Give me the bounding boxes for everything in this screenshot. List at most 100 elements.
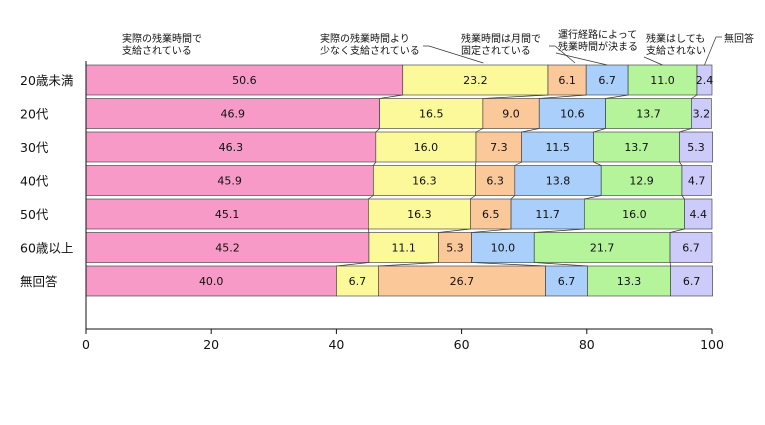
bar-segment-c3-s2 [475, 165, 516, 196]
data-label-c3-s5: 4.7 [688, 175, 706, 188]
bar-segment-c5-s0 [85, 232, 370, 263]
connector-line-c5-b1 [336, 262, 369, 267]
data-label-c2-s4: 13.7 [624, 141, 649, 154]
bar-segment-c2-s1 [375, 131, 477, 163]
legend: 実際の残業時間で支給されている 実際の残業時間より少なく支給されている 残業時間は月… [122, 28, 754, 66]
connector-line-c5-b3 [471, 262, 546, 267]
connector-line-c0-b2 [482, 94, 549, 99]
data-label-c4-s0: 45.1 [215, 208, 240, 221]
data-label-c4-s3: 11.7 [535, 208, 560, 221]
connector-line-c5-b5 [669, 262, 672, 267]
data-label-c3-s3: 13.8 [546, 175, 571, 188]
data-label-c6-s5: 6.7 [683, 275, 701, 288]
connector-line-c0-b3 [539, 94, 587, 99]
x-tick-label-1: 20 [203, 337, 219, 352]
bar-segment-c4-s0 [85, 198, 369, 230]
bar-segment-c5-s4 [533, 232, 671, 263]
data-label-c4-s4: 16.0 [622, 208, 647, 221]
data-label-c6-s3: 6.7 [558, 275, 576, 288]
connector-line-c5-b2 [378, 262, 439, 267]
connector-line-c2-b1 [373, 161, 377, 166]
bar-segment-c5-s3 [471, 232, 535, 263]
bar-segment-c5-s2 [438, 232, 472, 263]
connector-line-c4-b4 [534, 228, 585, 233]
connector-line-c3-b1 [368, 195, 374, 200]
connector-line-c2-b3 [514, 161, 522, 166]
data-label-c2-s3: 11.5 [545, 141, 570, 154]
bar-segment-c0-s2 [547, 64, 587, 96]
connector-line-c5-b4 [534, 262, 588, 267]
data-label-c1-s1: 16.5 [419, 108, 444, 121]
category-label-1: 20代 [20, 107, 49, 122]
connector-line-c0-b5 [691, 94, 698, 99]
data-label-c6-s0: 40.0 [199, 275, 224, 288]
data-label-c2-s2: 7.3 [490, 141, 508, 154]
bar-segment-c2-s5 [679, 131, 713, 163]
connector-line-c3-b2 [470, 195, 476, 200]
data-label-c1-s5: 3.2 [693, 108, 711, 121]
connector-line-c3-b5 [681, 195, 685, 200]
bar-segment-c3-s1 [373, 165, 476, 196]
legend-leader-line-3 [555, 52, 608, 66]
connector-line-c2-b2 [475, 161, 477, 166]
bar-segment-c5-s5 [669, 232, 713, 263]
connector-line-c4-b1 [367, 228, 370, 233]
connector-line-c2-b5 [679, 161, 683, 166]
legend-label-1: 実際の残業時間より少なく支給されている [320, 32, 420, 57]
bar-segment-c6-s0 [85, 265, 337, 297]
series-connector-lines [336, 94, 698, 267]
category-label-5: 60歳以上 [20, 241, 73, 256]
x-tick-label-2: 40 [328, 337, 344, 352]
data-label-c0-s3: 6.7 [598, 74, 616, 87]
data-label-c6-s2: 26.7 [450, 275, 475, 288]
bar-segment-c3-s0 [85, 165, 374, 196]
category-label-4: 50代 [20, 207, 49, 222]
bars [85, 64, 713, 297]
bar-segment-c6-s4 [587, 265, 671, 297]
connector-line-c0-b4 [605, 94, 629, 99]
legend-label-3: 運行経路によって残業時間が決まる [558, 28, 638, 53]
data-label-c2-s0: 46.3 [219, 141, 244, 154]
bar-segment-c4-s4 [583, 198, 685, 230]
data-label-c3-s0: 45.9 [217, 175, 242, 188]
legend-leader-line-5 [704, 36, 722, 66]
data-label-c6-s4: 13.3 [617, 275, 642, 288]
data-label-c0-s0: 50.6 [232, 74, 257, 87]
bar-segment-c6-s5 [670, 265, 713, 297]
connector-line-c1-b4 [593, 128, 606, 133]
bar-segment-c1-s1 [379, 98, 484, 129]
bar-segment-c6-s3 [545, 265, 588, 297]
data-label-c1-s3: 10.6 [560, 108, 585, 121]
x-tick-label-0: 0 [82, 337, 90, 352]
connector-line-c1-b2 [475, 128, 484, 133]
data-label-c3-s1: 16.3 [412, 175, 437, 188]
data-label-c5-s4: 21.7 [590, 242, 615, 255]
data-label-c0-s2: 6.1 [558, 74, 576, 87]
connector-line-c0-b1 [379, 94, 403, 99]
bar-segment-c2-s4 [593, 131, 680, 163]
legend-label-0: 実際の残業時間で支給されている [122, 32, 202, 57]
data-label-c0-s1: 23.2 [463, 74, 488, 87]
connector-line-c4-b3 [471, 228, 512, 233]
x-tick-label-3: 60 [454, 337, 470, 352]
category-label-2: 30代 [20, 140, 49, 155]
bar-segment-c0-s4 [627, 64, 698, 96]
bar-segment-c1-s5 [691, 98, 712, 129]
data-label-c0-s5: 2.4 [696, 74, 714, 87]
data-label-c4-s1: 16.3 [407, 208, 432, 221]
connector-line-c3-b4 [584, 195, 602, 200]
bar-segment-c2-s3 [521, 131, 594, 163]
data-label-c5-s0: 45.2 [215, 242, 240, 255]
connector-line-c4-b5 [669, 228, 685, 233]
data-label-c1-s0: 46.9 [221, 108, 246, 121]
data-label-c0-s4: 11.0 [650, 74, 675, 87]
bar-segment-c1-s0 [85, 98, 380, 129]
data-label-c3-s2: 6.3 [486, 175, 504, 188]
bar-segment-c6-s1 [336, 265, 379, 297]
connector-line-c2-b4 [593, 161, 602, 166]
legend-leader-line-1 [423, 45, 484, 64]
legend-label-5: 無回答 [724, 32, 754, 45]
data-label-c5-s1: 11.1 [391, 242, 416, 255]
segment-labels: 50.6 23.2 6.1 6.7 11.0 2.4 46.9 16.5 9.0 10.6 13.7… [199, 74, 713, 288]
